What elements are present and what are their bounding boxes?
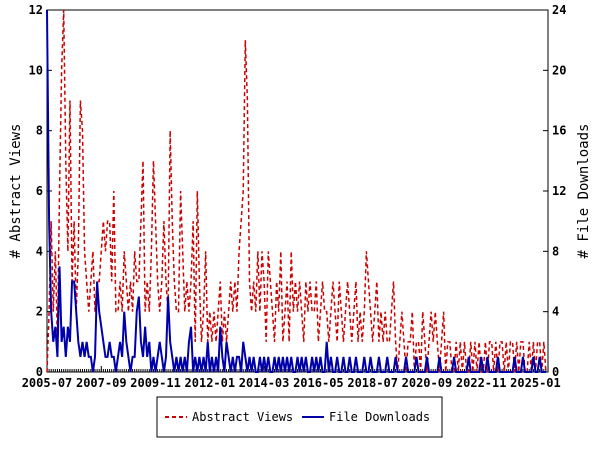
legend-label: Abstract Views <box>192 410 293 424</box>
y2-tick-label: 8 <box>552 244 559 258</box>
y-tick-label: 10 <box>29 63 43 77</box>
y-axis-label: # Abstract Views <box>8 124 24 259</box>
y-tick-label: 2 <box>36 305 43 319</box>
legend-box <box>156 396 443 438</box>
x-tick-label: 2007-09 <box>76 376 127 390</box>
plot-area <box>46 9 549 373</box>
x-tick-label: 2009-11 <box>130 376 181 390</box>
y2-axis-label: # File Downloads <box>576 124 592 259</box>
y-tick-label: 8 <box>36 124 43 138</box>
y2-tick-label: 4 <box>552 305 559 319</box>
series-line <box>46 9 546 373</box>
x-tick-label: 2025-01 <box>510 376 561 390</box>
y-tick-label: 6 <box>36 184 43 198</box>
x-tick-label: 2012-01 <box>185 376 236 390</box>
x-tick-label: 2005-07 <box>22 376 73 390</box>
x-tick-label: 2018-07 <box>347 376 398 390</box>
legend-label: File Downloads <box>329 410 430 424</box>
series-line <box>46 9 547 373</box>
x-tick-label: 2014-03 <box>239 376 290 390</box>
y2-tick-label: 16 <box>552 124 566 138</box>
x-tick-label: 2020-09 <box>402 376 453 390</box>
y2-tick-label: 24 <box>552 3 566 17</box>
x-tick-label: 2022-11 <box>456 376 507 390</box>
y2-tick-label: 20 <box>552 63 566 77</box>
y2-tick-label: 0 <box>552 365 559 379</box>
y2-tick-label: 12 <box>552 184 566 198</box>
y-tick-label: 0 <box>36 365 43 379</box>
y-tick-label: 4 <box>36 244 43 258</box>
y-tick-label: 12 <box>29 3 43 17</box>
x-tick-label: 2016-05 <box>293 376 344 390</box>
